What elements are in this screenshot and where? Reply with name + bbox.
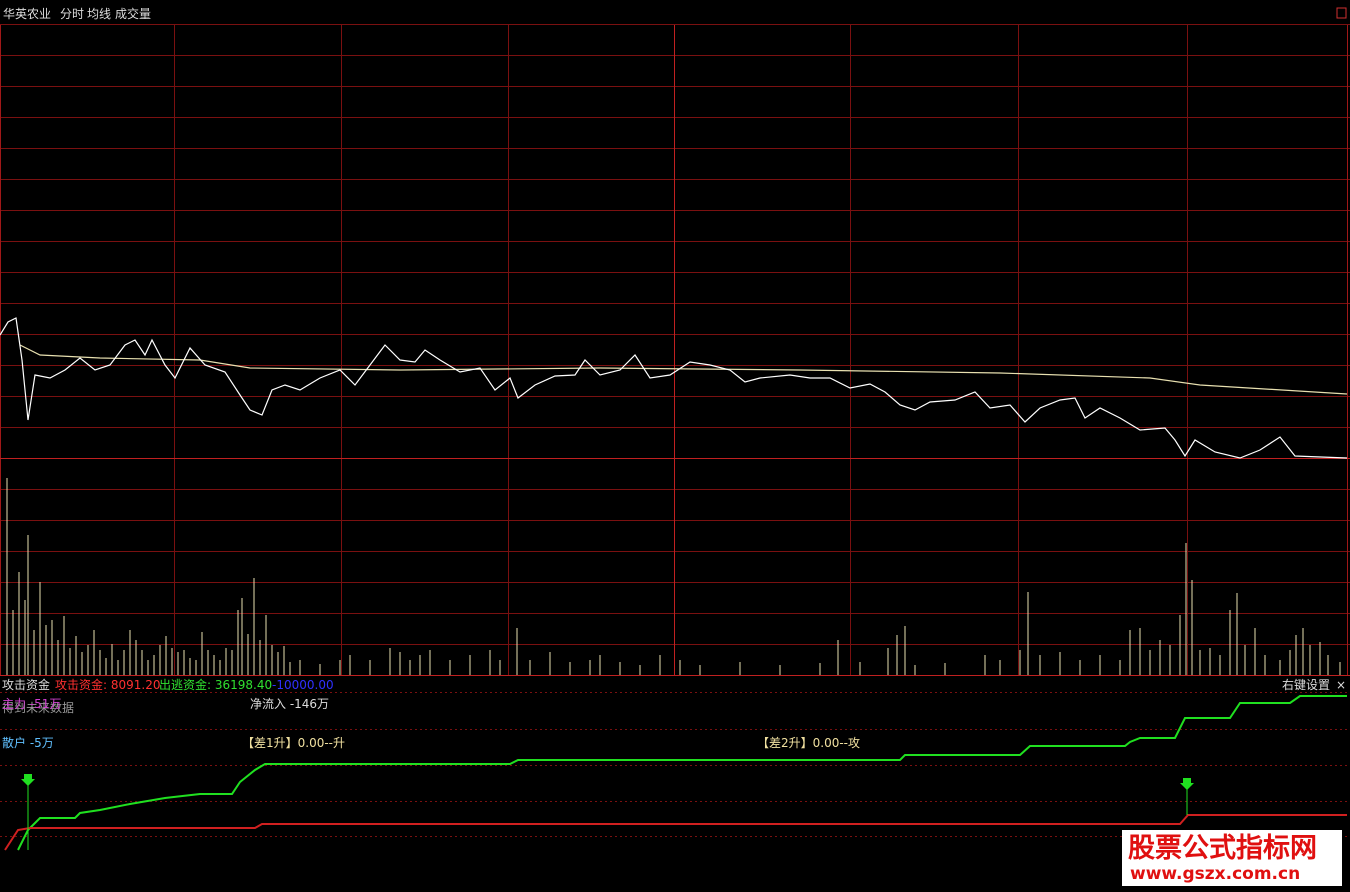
retail-label: 散户 -5万: [2, 736, 54, 750]
menu-item[interactable]: 分时: [60, 7, 85, 21]
indicator-name: 攻击资金: [2, 678, 51, 692]
price-line: [0, 317, 1348, 459]
attack-value: 攻击资金: 8091.20: [55, 678, 161, 692]
menu-item[interactable]: 成交量: [115, 7, 152, 21]
net-inflow-label: 净流入 -146万: [250, 697, 330, 711]
diff1-label: 【差1升】0.00--升: [242, 736, 346, 750]
indicator-grid: [0, 692, 1350, 837]
main-label: 主力 -51万: [2, 697, 62, 711]
watermark-title: 股票公式指标网: [1128, 833, 1317, 864]
close-button[interactable]: ×: [1336, 678, 1347, 692]
diff2-label: 【差2升】0.00--攻: [757, 736, 861, 750]
watermark-url: www.gszx.com.cn: [1130, 864, 1301, 884]
future-label: 得到未来数据: [2, 701, 75, 715]
signal-arrows: [21, 774, 1194, 850]
menu-item[interactable]: 均线: [87, 7, 112, 21]
settings-button[interactable]: 右键设置: [1282, 678, 1331, 692]
volume-bars: [6, 478, 1341, 675]
green-indicator-line: [17, 695, 1347, 851]
level-value: -10000.00: [272, 678, 334, 692]
axis-line: [0, 25, 1350, 676]
stock-name: 华英农业: [3, 7, 52, 21]
average-line: [19, 344, 1348, 395]
escape-value: 出逃资金: 36198.40: [159, 678, 273, 692]
red-indicator-line: [4, 814, 1347, 851]
window-button[interactable]: [1336, 7, 1347, 19]
watermark-box: [1122, 830, 1342, 886]
